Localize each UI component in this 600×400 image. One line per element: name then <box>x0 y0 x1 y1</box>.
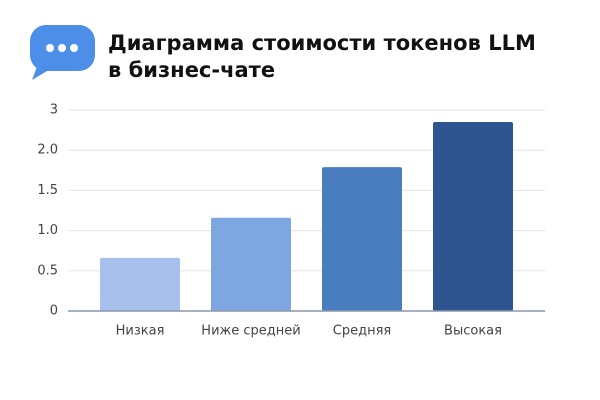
chart-title: Диаграмма стоимости токенов LLM в бизнес… <box>108 31 536 82</box>
bar <box>433 122 513 311</box>
x-tick-label: Высокая <box>444 324 502 339</box>
y-tick-label: 0.5 <box>37 263 58 278</box>
bar <box>100 257 180 311</box>
x-tick-label: Средняя <box>333 324 391 339</box>
bar <box>322 167 402 311</box>
y-tick-label: 1.5 <box>37 183 58 198</box>
bar <box>211 217 291 311</box>
y-tick-label: 2.0 <box>37 143 58 158</box>
y-tick-label: 3 <box>50 103 58 118</box>
y-tick-label: 0 <box>50 304 58 319</box>
x-tick-label: Ниже средней <box>201 324 300 339</box>
x-tick-label: Низкая <box>116 324 165 339</box>
y-tick-label: 1.0 <box>37 223 58 238</box>
chat-icon <box>30 25 95 80</box>
